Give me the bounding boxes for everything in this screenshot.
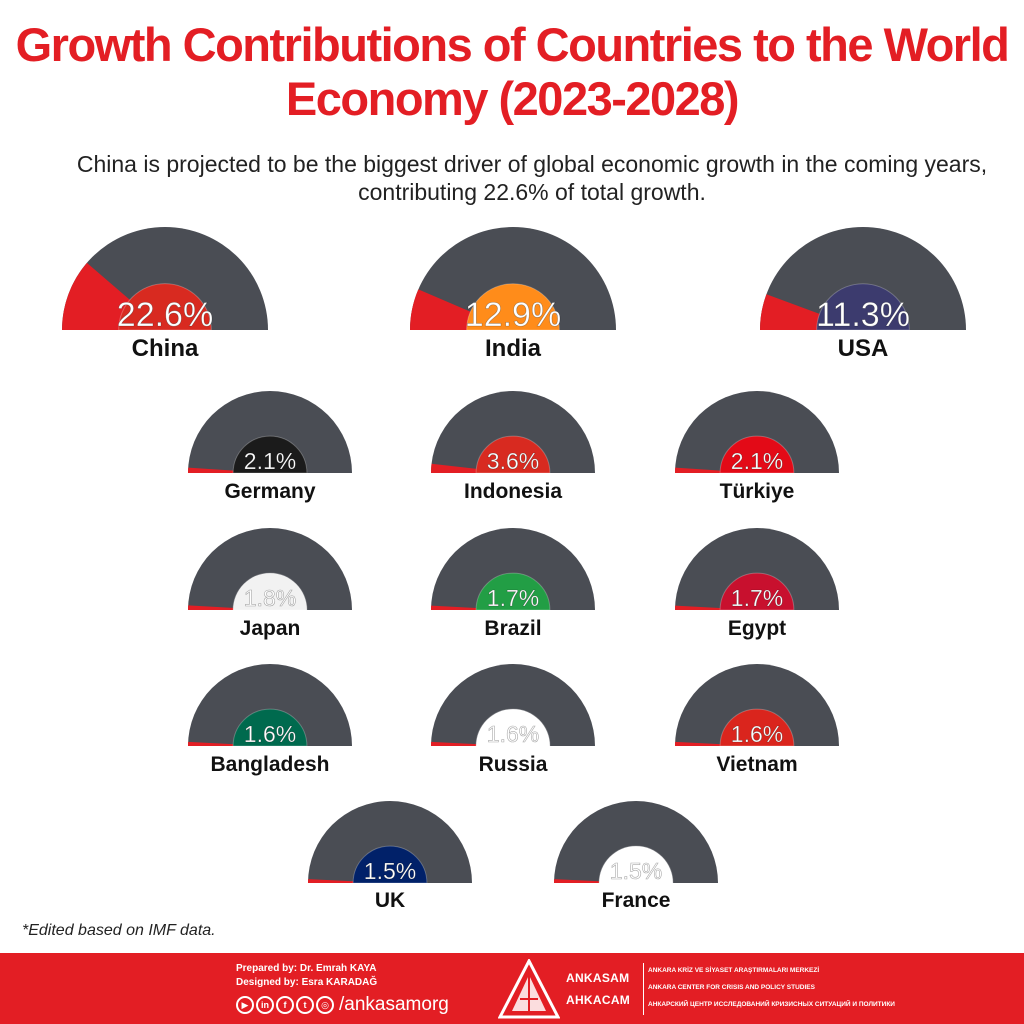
country-label-brazil: Brazil (484, 617, 541, 640)
country-label-japan: Japan (240, 617, 301, 640)
country-label-usa: USA (838, 335, 889, 362)
chart-title: Growth Contributions of Countries to the… (15, 18, 1010, 125)
youtube-icon[interactable]: ▶ (236, 996, 254, 1014)
flag-vietnam-icon (719, 708, 795, 747)
brand-latin: ANKASAM (566, 971, 630, 985)
linkedin-icon[interactable]: in (256, 996, 274, 1014)
country-label-vietnam: Vietnam (716, 753, 797, 776)
data-label-france: 1.5% (610, 858, 662, 884)
gauge-france: 1.5% France (554, 801, 718, 912)
gauge-usa: 11.3%USA (759, 227, 966, 362)
social-handle[interactable]: /ankasamorg (339, 994, 449, 1015)
flag-russia-icon (475, 708, 551, 747)
flag-bangladesh-icon (232, 708, 308, 747)
org-name-ru: АНКАРСКИЙ ЦЕНТР ИССЛЕДОВАНИЙ КРИЗИСНЫХ С… (648, 1001, 895, 1008)
social-links: ▶ in f t ◎ /ankasamorg (236, 994, 449, 1016)
gauge-uk: 1.5% UK (308, 801, 472, 912)
data-label-bangladesh: 1.6% (244, 721, 296, 747)
gauge-track-bangladesh (188, 664, 352, 746)
data-label-india: 12.9% (465, 296, 561, 334)
flag-india-icon (466, 283, 560, 331)
gauge-track-japan (188, 528, 352, 610)
country-label-indonesia: Indonesia (464, 480, 562, 503)
country-label-egypt: Egypt (728, 617, 786, 640)
data-label-egypt: 1.7% (731, 585, 783, 611)
country-label-trkiye: Türkiye (720, 480, 795, 503)
brand-divider (643, 963, 644, 1015)
gauge-track-indonesia (431, 391, 595, 473)
facebook-icon[interactable]: f (276, 996, 294, 1014)
country-label-germany: Germany (224, 480, 315, 503)
gauge-track-brazil (431, 528, 595, 610)
chart-subtitle: China is projected to be the biggest dri… (76, 151, 988, 205)
prepared-by: Prepared by: Dr. Emrah KAYA (236, 963, 377, 974)
data-label-brazil: 1.7% (487, 585, 539, 611)
flag-china-icon (118, 283, 212, 331)
gauge-track-germany (188, 391, 352, 473)
flag-trkiye-icon (719, 435, 795, 474)
twitter-icon[interactable]: t (296, 996, 314, 1014)
gauge-trkiye: 2.1% Türkiye (675, 391, 839, 503)
gauge-bangladesh: 1.6% Bangladesh (187, 664, 352, 776)
data-label-vietnam: 1.6% (731, 721, 783, 747)
country-label-china: China (132, 335, 199, 362)
data-label-uk: 1.5% (364, 858, 416, 884)
country-label-uk: UK (375, 889, 405, 912)
data-label-usa: 11.3% (816, 296, 910, 334)
footer: Prepared by: Dr. Emrah KAYA Designed by:… (0, 953, 1024, 1024)
country-label-india: India (485, 335, 542, 362)
flag-brazil-icon (475, 572, 551, 611)
country-label-russia: Russia (479, 753, 548, 776)
flag-uk-icon (352, 845, 428, 884)
data-label-russia: 1.6% (487, 721, 539, 747)
gauge-track-usa (760, 227, 966, 330)
data-label-indonesia: 3.6% (487, 448, 539, 474)
flag-france-icon (598, 845, 674, 884)
gauge-germany: 2.1% Germany (188, 391, 352, 503)
org-name-tr: ANKARA KRİZ VE SİYASET ARAŞTIRMALARI MER… (648, 967, 820, 974)
gauge-vietnam: 1.6% Vietnam (674, 664, 839, 776)
gauge-brazil: 1.7% Brazil (431, 528, 595, 640)
country-label-bangladesh: Bangladesh (210, 753, 329, 776)
gauge-track-egypt (675, 528, 839, 610)
data-label-germany: 2.1% (244, 448, 296, 474)
gauge-indonesia: 3.6% Indonesia (431, 391, 595, 503)
gauge-track-russia (431, 664, 595, 746)
gauge-track-india (410, 227, 616, 330)
designed-by: Designed by: Esra KARADAĞ (236, 977, 378, 988)
gauge-track-trkiye (675, 391, 839, 473)
flag-germany-icon (232, 435, 308, 474)
flag-usa-icon (816, 283, 910, 331)
brand-cyrillic: AHKACAM (566, 993, 631, 1007)
gauge-track-uk (308, 801, 472, 883)
data-label-trkiye: 2.1% (731, 448, 783, 474)
gauge-china: 22.6%China (62, 227, 268, 362)
gauge-japan: 1.8% Japan (188, 528, 352, 640)
flag-japan-icon (232, 572, 308, 611)
data-label-china: 22.6% (117, 296, 213, 334)
gauge-track-france (554, 801, 718, 883)
gauge-egypt: 1.7% Egypt (675, 528, 839, 640)
flag-egypt-icon (719, 572, 795, 611)
flag-indonesia-icon (475, 435, 551, 474)
org-name-en: ANKARA CENTER FOR CRISIS AND POLICY STUD… (648, 984, 815, 991)
gauge-track-vietnam (675, 664, 839, 746)
data-label-japan: 1.8% (244, 585, 296, 611)
instagram-icon[interactable]: ◎ (316, 996, 334, 1014)
source-note: *Edited based on IMF data. (22, 922, 216, 939)
gauge-india: 12.9%India (410, 227, 616, 362)
country-label-france: France (602, 889, 671, 912)
ankasam-logo-icon (498, 959, 560, 1019)
gauge-russia: 1.6% Russia (430, 664, 595, 776)
